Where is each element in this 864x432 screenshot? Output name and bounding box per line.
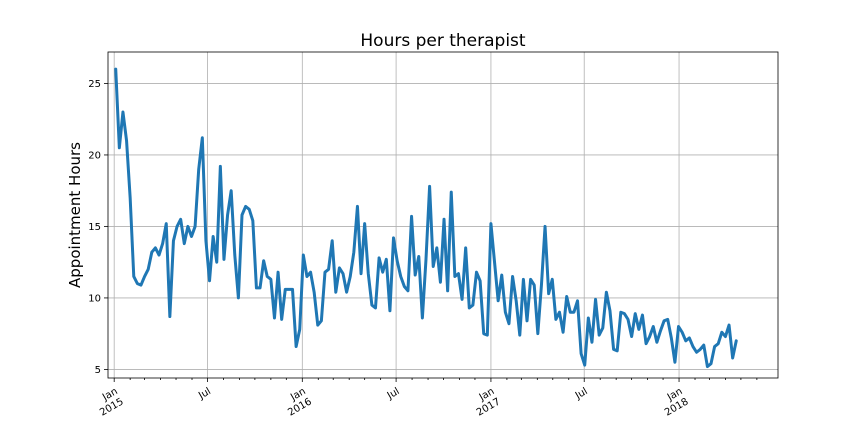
y-axis-label: Appointment Hours — [66, 142, 84, 288]
x-tick-label-month: Jul — [385, 386, 402, 402]
y-tick-label: 5 — [95, 365, 101, 376]
y-axis: 5 10 15 20 25 — [88, 79, 108, 376]
series-layer — [114, 67, 738, 369]
plot-frame — [107, 51, 779, 379]
y-tick-label: 25 — [88, 79, 101, 90]
y-tick-label: 20 — [88, 150, 101, 161]
x-tick-label: Jul — [385, 386, 402, 402]
chart-title: Hours per therapist — [360, 31, 526, 51]
x-tick-label-month: Jul — [573, 386, 590, 402]
x-tick-label-month: Jul — [196, 386, 213, 402]
y-tick-label: 15 — [88, 222, 101, 233]
y-tick-label: 10 — [88, 293, 101, 304]
x-tick-label: Jul — [573, 386, 590, 402]
grid-layer — [108, 52, 778, 378]
axes-layer — [107, 51, 779, 379]
series-line-0 — [114, 67, 738, 369]
x-tick-label: Jul — [196, 386, 213, 402]
